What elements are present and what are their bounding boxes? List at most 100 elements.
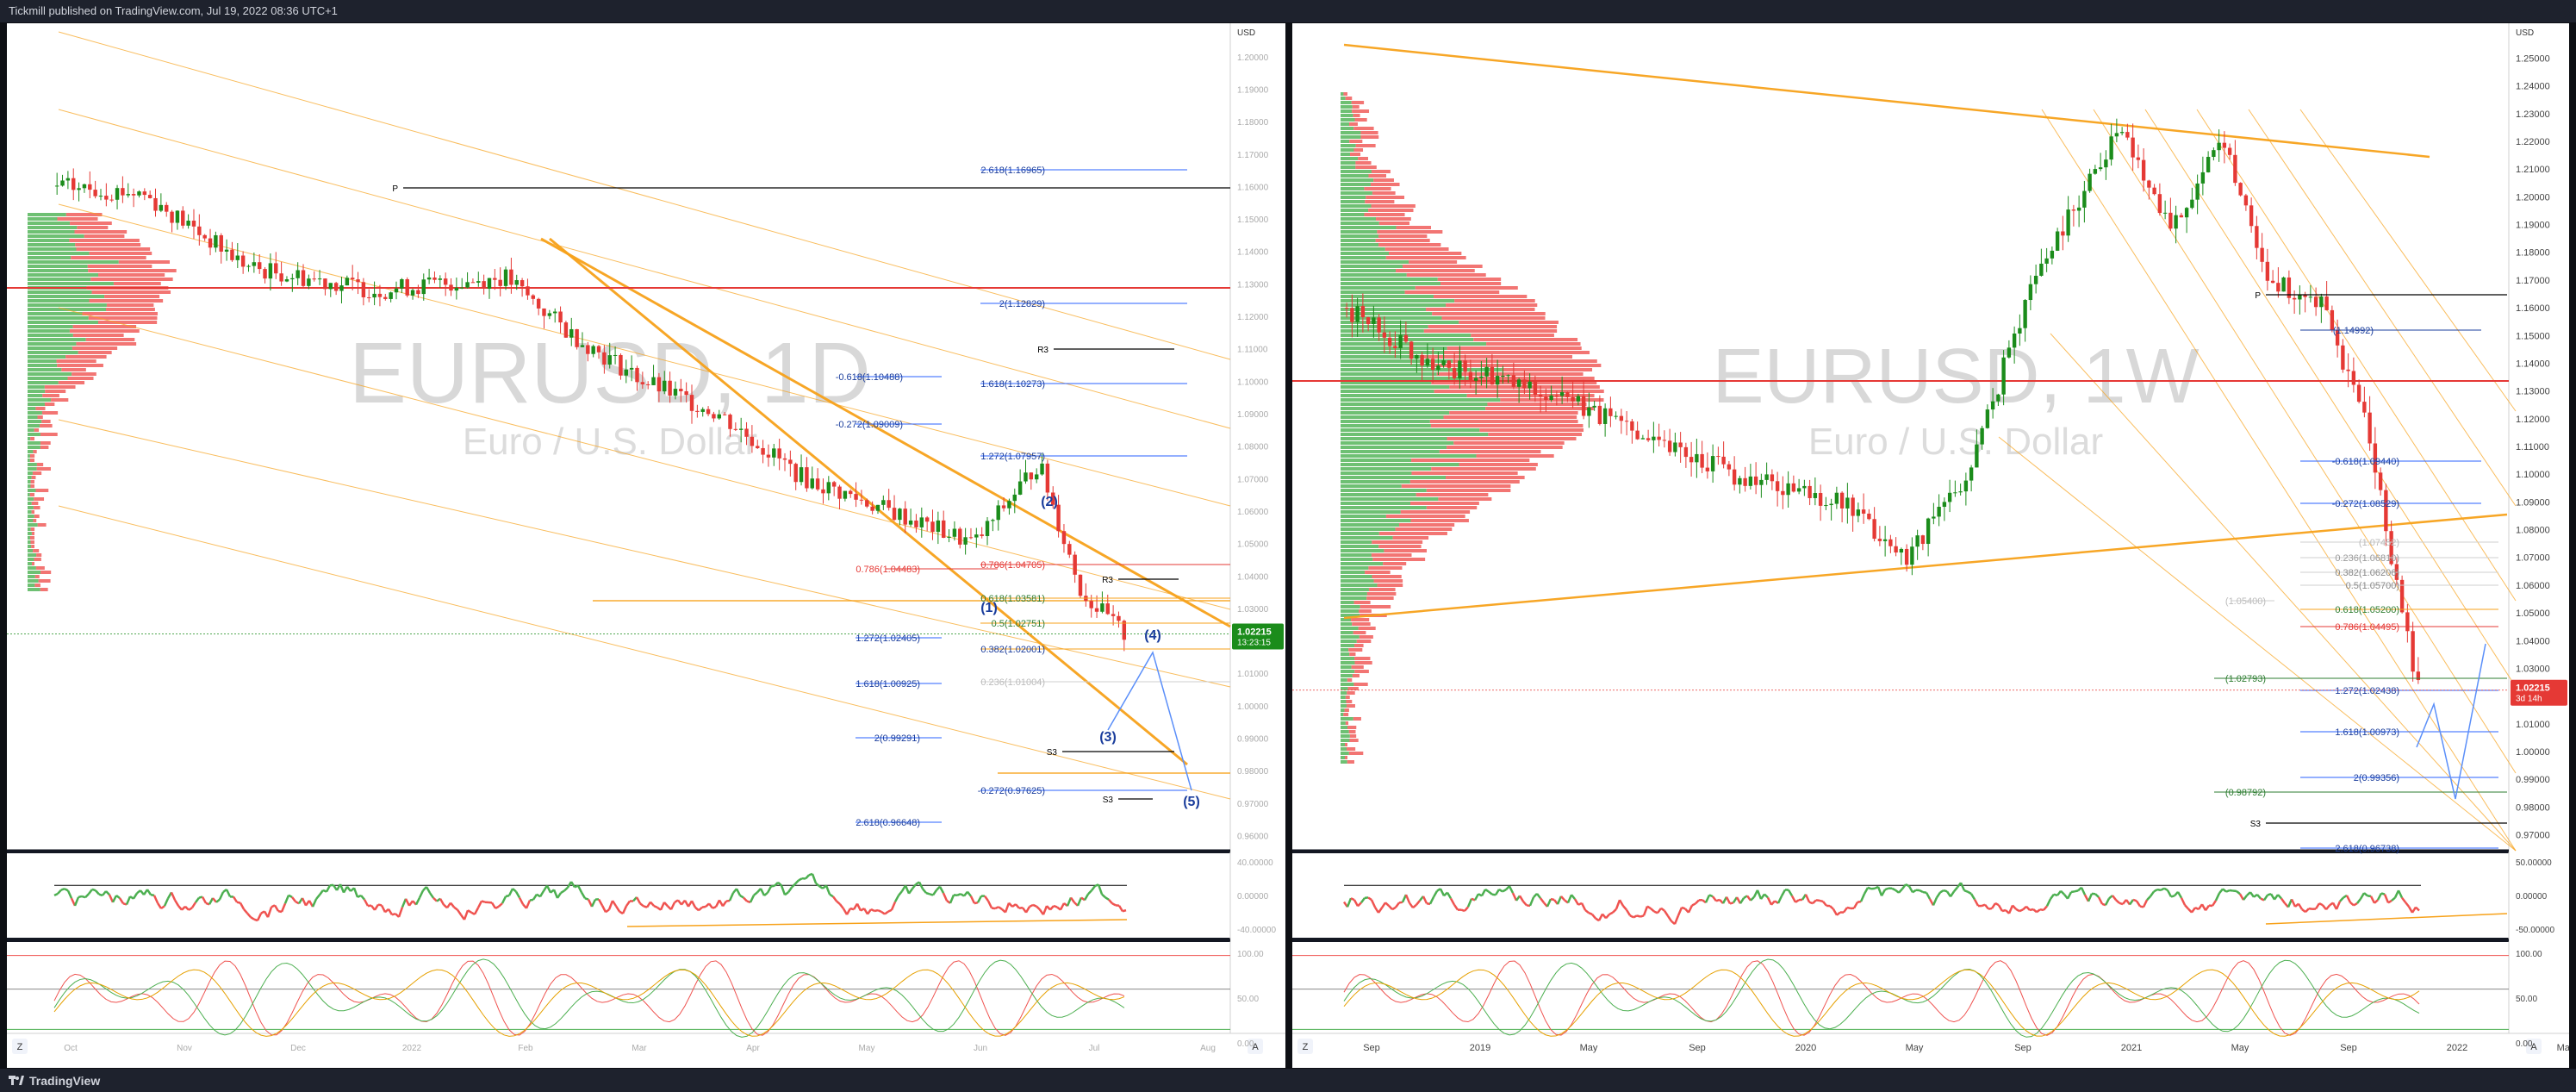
time-tick-label: Mar [632,1044,647,1053]
oscillator-line [1069,896,1076,903]
candle-body [1818,493,1823,506]
oscillator-line [518,896,525,905]
oscillator-line [215,898,221,903]
volume-profile-bar [28,321,98,324]
oscillator-line [874,908,879,913]
volume-profile-bar [1348,648,1363,652]
candle-body [487,278,492,290]
candle-body [65,178,71,181]
volume-profile-bar [28,342,77,346]
candle-body [1775,481,1780,491]
price-tick-label: 1.19000 [1237,85,1269,95]
volume-profile-bar [1371,553,1412,557]
volume-profile-bar [65,213,103,216]
volume-profile-bar [1341,566,1369,570]
volume-profile-bar [28,359,57,363]
oscillator-line [998,906,1003,910]
price-axis-bg [1230,23,1285,1068]
volume-profile-bar [1343,92,1347,96]
oscillator-line [1573,898,1580,906]
pivot-label: S3 [1047,748,1058,758]
auto-scale-button[interactable] [1248,1039,1263,1054]
volume-profile-bar [1341,321,1459,324]
stochastic-line [1343,969,2420,1037]
auto-scale-button[interactable] [2526,1039,2542,1054]
oscillator-line [2029,908,2034,912]
zoom-button[interactable] [12,1039,28,1054]
fib-level-label: -0.272(1.08529) [2332,499,2399,509]
volume-profile-bar [28,334,73,337]
volume-profile-bar [1341,640,1357,643]
price-tick-label: 1.05000 [2516,608,2550,619]
volume-profile-bar [28,450,34,453]
volume-profile-bar [36,553,42,557]
fib-level-label: 0.5(1.05700) [2346,581,2399,591]
oscillator-line [1518,895,1525,902]
volume-profile-bar [1385,515,1465,518]
oscillator-line [88,889,93,895]
volume-profile-bar [1341,571,1366,574]
oscillator-line [904,884,911,895]
price-tick-label: 1.22000 [2516,137,2550,147]
volume-profile-bar [1409,480,1520,484]
oscillator-line [1704,894,1711,903]
oscillator-line [2256,894,2262,900]
auto-scale-button-label: A [2530,1042,2537,1052]
oscillator-line [1398,901,1403,904]
volume-profile-bar [28,523,38,527]
oscillator-line [1117,905,1124,913]
volume-profile-bar [1410,519,1469,522]
volume-profile-bar [70,222,112,225]
candle-body [284,279,289,282]
candle-body [2362,402,2367,413]
oscillator-line [1066,896,1073,907]
candle-body [1393,346,1397,348]
currency-label: USD [2516,28,2534,38]
volume-profile-bar [1447,437,1577,440]
candle-body [1926,518,1931,545]
volume-profile-bar [1346,704,1355,708]
candle-body [2411,631,2415,672]
volume-profile-bar [28,575,35,578]
oscillator-line [425,886,432,894]
oscillator-line [2374,899,2379,904]
oscillator-line [1984,903,1989,910]
oscillator-line [880,910,886,915]
candle-body [1473,378,1478,381]
watermark-name: Euro / U.S. Dollar [463,421,757,463]
volume-profile-bar [28,351,78,354]
price-tick-label: 1.13000 [1237,280,1269,290]
oscillator-line [2229,889,2234,892]
oscillator-line [2104,897,2111,906]
candle-body [115,188,120,200]
volume-profile-bar [1341,691,1347,695]
watermark-name: Euro / U.S. Dollar [1808,421,2103,463]
oscillator-line [78,895,83,899]
volume-profile-bar [1341,683,1354,686]
oscillator-line [1633,914,1638,919]
candle-body [1447,360,1452,368]
candle-body [263,269,267,279]
volume-profile-bar [1352,105,1360,109]
channel-line [2093,109,2517,774]
oscillator-line [2356,898,2361,904]
candle-body [1657,436,1661,440]
zoom-button[interactable] [1297,1039,1313,1054]
oscillator-line [118,897,125,904]
oscillator-line [1656,908,1663,914]
candle-body [1716,456,1720,458]
candle-body [1528,381,1532,389]
volume-profile-bar [1341,230,1378,234]
volume-profile-bar [1409,260,1458,264]
time-tick-label: May [2557,1043,2569,1053]
oscillator-line [884,910,889,915]
candle-body [2168,212,2173,229]
volume-profile-bar [1447,446,1563,449]
volume-profile-bar [1348,730,1356,733]
candle-body [1904,548,1909,565]
candle-body [482,281,486,290]
volume-profile-bar [72,325,137,328]
oscillator-line [898,890,903,896]
